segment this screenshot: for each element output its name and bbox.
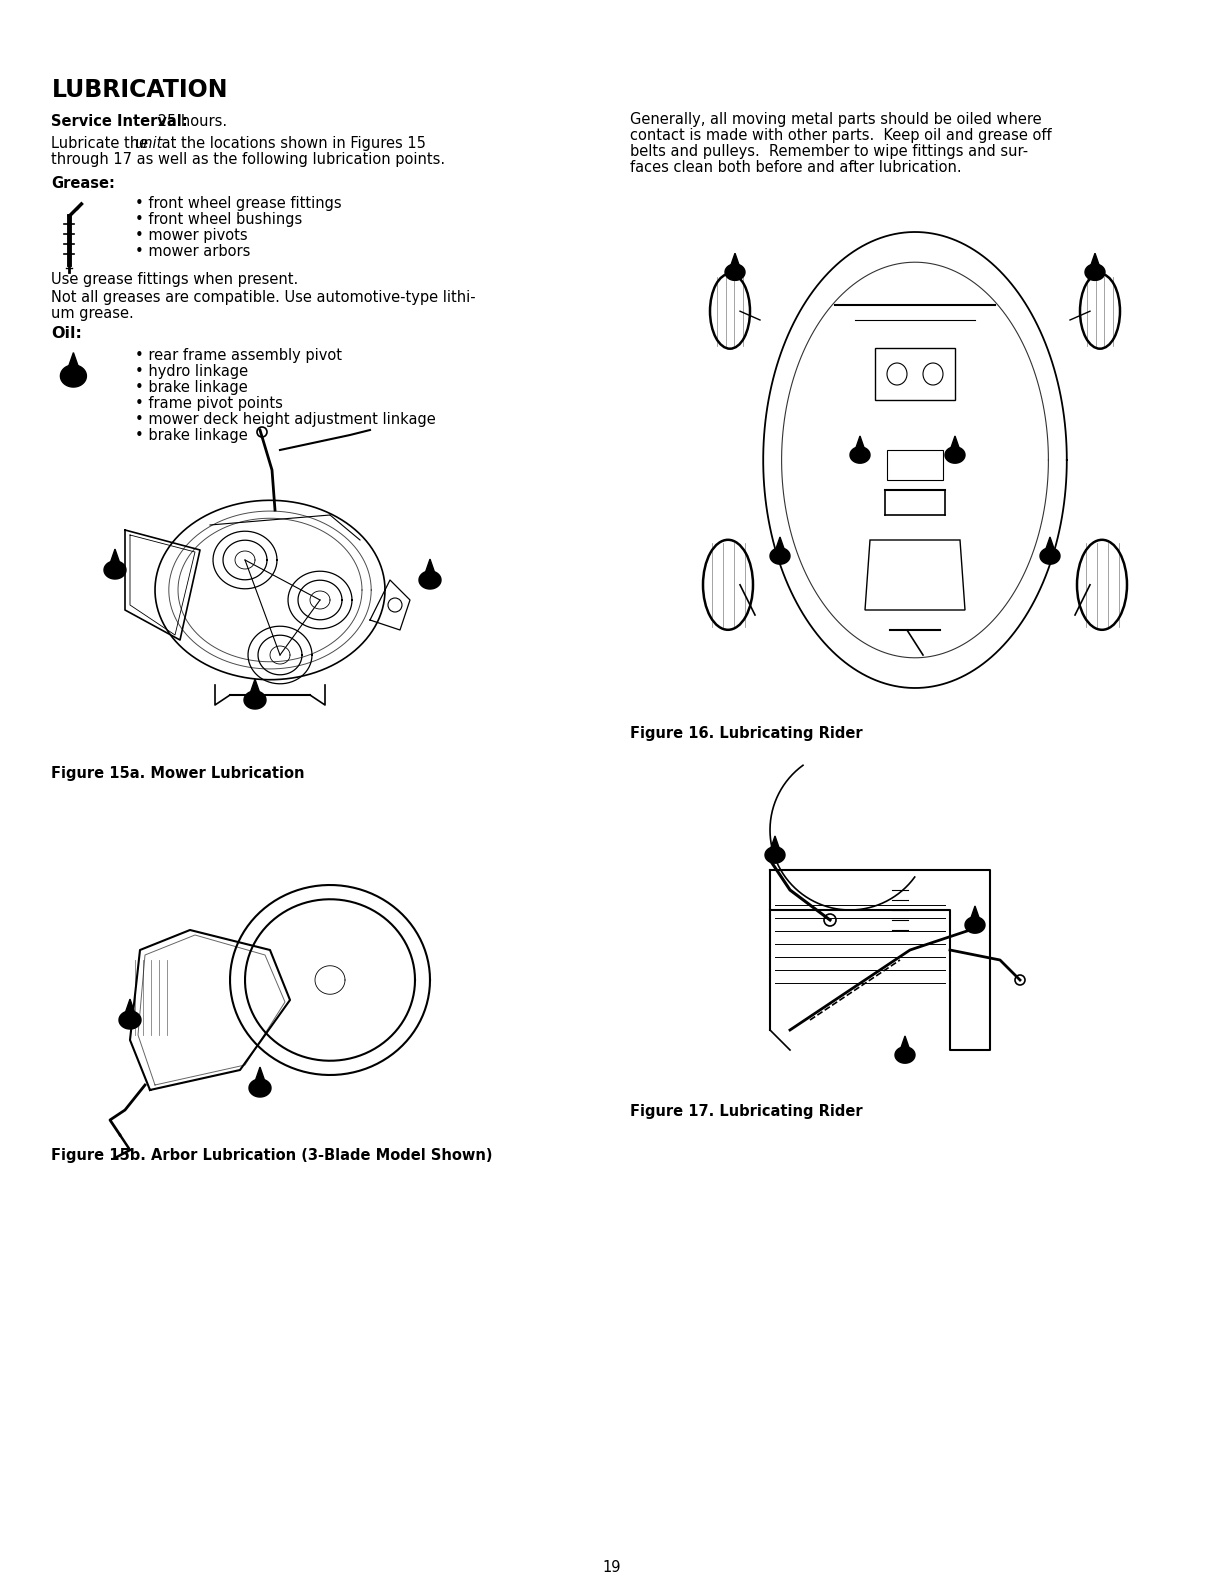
Polygon shape [1045, 537, 1055, 550]
Text: Figure 17. Lubricating Rider: Figure 17. Lubricating Rider [630, 1104, 863, 1118]
Polygon shape [1091, 253, 1099, 266]
Text: Figure 15b. Arbor Lubrication (3-Blade Model Shown): Figure 15b. Arbor Lubrication (3-Blade M… [51, 1148, 493, 1163]
Text: Generally, all moving metal parts should be oiled where: Generally, all moving metal parts should… [630, 112, 1042, 127]
Text: • brake linkage: • brake linkage [135, 428, 247, 444]
Polygon shape [104, 561, 126, 580]
Polygon shape [770, 548, 789, 564]
Text: through 17 as well as the following lubrication points.: through 17 as well as the following lubr… [51, 152, 446, 166]
Text: 25 hours.: 25 hours. [153, 114, 228, 128]
Text: • front wheel bushings: • front wheel bushings [135, 212, 302, 227]
Text: unit: unit [133, 136, 162, 150]
Polygon shape [1084, 265, 1105, 280]
Polygon shape [856, 436, 864, 448]
Text: faces clean both before and after lubrication.: faces clean both before and after lubric… [630, 160, 962, 174]
Polygon shape [119, 1011, 141, 1030]
Polygon shape [951, 436, 960, 448]
Text: • rear frame assembly pivot: • rear frame assembly pivot [135, 348, 341, 363]
Text: um grease.: um grease. [51, 306, 135, 322]
Text: Service Interval:: Service Interval: [51, 114, 188, 128]
Polygon shape [971, 906, 979, 919]
Text: Not all greases are compatible. Use automotive-type lithi-: Not all greases are compatible. Use auto… [51, 290, 476, 306]
Polygon shape [1040, 548, 1060, 564]
Polygon shape [419, 570, 441, 589]
Text: belts and pulleys.  Remember to wipe fittings and sur-: belts and pulleys. Remember to wipe fitt… [630, 144, 1028, 158]
Polygon shape [901, 1036, 909, 1049]
Polygon shape [849, 447, 870, 463]
Text: • frame pivot points: • frame pivot points [135, 396, 283, 410]
Polygon shape [765, 847, 785, 863]
Polygon shape [110, 550, 120, 564]
Polygon shape [776, 537, 785, 550]
Polygon shape [255, 1068, 264, 1082]
Text: • mower pivots: • mower pivots [135, 228, 247, 242]
Polygon shape [248, 1079, 271, 1098]
Text: 19: 19 [602, 1560, 622, 1574]
Polygon shape [250, 680, 259, 694]
Text: at the locations shown in Figures 15: at the locations shown in Figures 15 [157, 136, 426, 150]
Text: contact is made with other parts.  Keep oil and grease off: contact is made with other parts. Keep o… [630, 128, 1051, 143]
Polygon shape [725, 265, 745, 280]
Text: Use grease fittings when present.: Use grease fittings when present. [51, 272, 299, 287]
Text: Figure 16. Lubricating Rider: Figure 16. Lubricating Rider [630, 725, 863, 741]
Text: Grease:: Grease: [51, 176, 115, 192]
Text: • mower arbors: • mower arbors [135, 244, 250, 260]
Polygon shape [965, 917, 985, 933]
Polygon shape [69, 353, 78, 367]
Text: Figure 15a. Mower Lubrication: Figure 15a. Mower Lubrication [51, 767, 305, 781]
Polygon shape [731, 253, 739, 266]
Polygon shape [60, 364, 87, 386]
Text: Oil:: Oil: [51, 326, 82, 341]
Text: LUBRICATION: LUBRICATION [51, 78, 228, 101]
Polygon shape [770, 836, 780, 849]
Text: Lubricate the: Lubricate the [51, 136, 153, 150]
Text: • front wheel grease fittings: • front wheel grease fittings [135, 196, 341, 211]
Polygon shape [244, 691, 266, 710]
Text: • mower deck height adjustment linkage: • mower deck height adjustment linkage [135, 412, 436, 428]
Polygon shape [895, 1047, 916, 1063]
Polygon shape [945, 447, 965, 463]
Text: • brake linkage: • brake linkage [135, 380, 247, 394]
Polygon shape [425, 559, 435, 573]
Polygon shape [125, 1000, 135, 1014]
Text: • hydro linkage: • hydro linkage [135, 364, 247, 379]
